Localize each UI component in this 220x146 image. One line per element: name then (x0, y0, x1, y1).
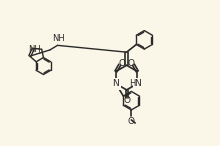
Text: N: N (134, 79, 141, 88)
Text: O: O (119, 59, 126, 68)
Text: H: H (130, 79, 136, 88)
Text: NH: NH (28, 45, 41, 54)
Text: N: N (113, 79, 119, 88)
Text: O: O (128, 59, 135, 68)
Text: NH: NH (52, 34, 65, 43)
Text: O: O (128, 117, 135, 126)
Text: O: O (123, 96, 130, 105)
